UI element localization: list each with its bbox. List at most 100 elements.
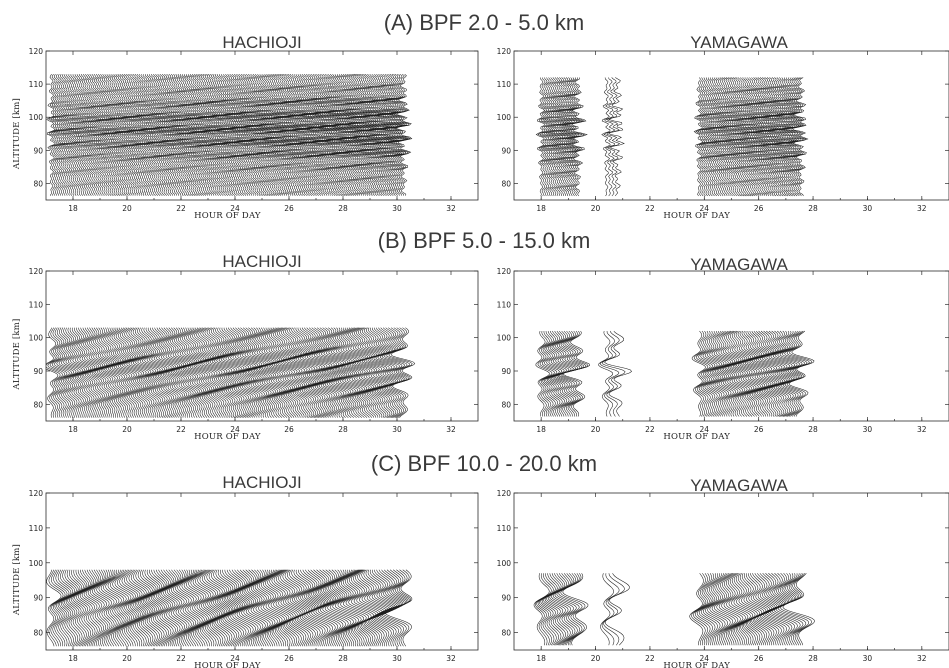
- trace-line-3: [52, 569, 68, 647]
- trace-line-37: [115, 327, 133, 418]
- trace-line-76: [193, 327, 213, 418]
- trace-line-99: [244, 327, 265, 418]
- y-axis-label: ALTITUDE [km]: [12, 544, 22, 616]
- x-axis-label: HOUR OF DAY: [194, 661, 261, 668]
- trace-line-9: [546, 573, 568, 646]
- panels-group: 18 20 22 24 26 28 30 32 80 90 100 110 120 HOUR OF DAY…: [12, 47, 949, 668]
- trace-line-41: [128, 73, 140, 196]
- trace-line-57: [157, 569, 175, 647]
- y-tick-label: 110: [29, 524, 44, 533]
- y-tick-label: 90: [501, 367, 511, 376]
- trace-line-37: [720, 330, 738, 417]
- trace-line-45: [737, 573, 758, 646]
- trace-line-51: [148, 74, 160, 196]
- trace-line-55: [758, 77, 773, 197]
- trace-line-34: [714, 330, 731, 417]
- trace-line-132: [310, 73, 326, 196]
- trace-line-82: [208, 569, 227, 647]
- trace-line-73: [788, 330, 815, 417]
- trace-group: [535, 330, 815, 417]
- trace-line-133: [312, 73, 329, 196]
- trace-line-171: [389, 73, 408, 196]
- trace-line-122: [285, 327, 308, 418]
- trace-line-3: [51, 74, 62, 196]
- trace-line-54: [750, 330, 772, 417]
- trace-line-114: [270, 327, 293, 418]
- trace-line-21: [86, 327, 104, 418]
- trace-line-144: [333, 327, 357, 418]
- trace-line-113: [271, 569, 294, 647]
- x-tick-label: 24: [230, 654, 240, 663]
- trace-line-20: [86, 74, 98, 196]
- trace-line-165: [371, 327, 397, 418]
- trace-line-73: [190, 569, 209, 647]
- trace-line-159: [362, 569, 391, 647]
- trace-line-126: [293, 569, 317, 647]
- trace-line-20: [85, 327, 102, 418]
- trace-line-107: [258, 327, 281, 418]
- trace-line-73: [194, 73, 207, 196]
- trace-line-160: [362, 327, 387, 418]
- trace-line-142: [330, 74, 345, 196]
- trace-line-53: [150, 569, 168, 647]
- x-tick-label: 30: [392, 425, 402, 434]
- trace-line-105: [256, 74, 272, 196]
- trace-line-159: [365, 74, 382, 196]
- trace-line-166: [373, 327, 399, 418]
- trace-line-11: [549, 573, 571, 646]
- panel-c-right: 18 20 22 24 26 28 30 32 80 90 100 110 120 HOUR OF DAY: [497, 489, 949, 668]
- trace-line-122: [292, 74, 307, 196]
- trace-line-13: [72, 327, 88, 418]
- trace-line-13: [561, 77, 577, 197]
- trace-line-48: [743, 77, 758, 197]
- trace-line-71: [778, 573, 810, 646]
- trace-line-8: [62, 74, 72, 196]
- trace-line-31: [708, 77, 720, 197]
- trace-line-29: [100, 569, 117, 647]
- x-tick-label: 28: [808, 654, 818, 663]
- trace-line-121: [283, 327, 306, 418]
- trace-line-41: [729, 77, 742, 197]
- trace-line-126: [299, 73, 315, 196]
- trace-line-95: [232, 569, 253, 647]
- trace-line-76: [197, 569, 215, 647]
- trace-line-45: [135, 569, 153, 647]
- trace-line-161: [363, 327, 389, 418]
- trace-line-116: [279, 73, 295, 196]
- trace-line-117: [282, 73, 297, 196]
- trace-line-127: [295, 569, 318, 647]
- trace-line-168: [377, 327, 403, 418]
- trace-line-6: [58, 74, 68, 196]
- station-title-b-left: HACHIOJI: [222, 252, 301, 271]
- trace-line-54: [153, 327, 172, 418]
- trace-line-43: [731, 330, 750, 417]
- trace-line-161: [370, 74, 388, 196]
- trace-line-36: [117, 569, 134, 647]
- trace-line-1: [537, 330, 553, 417]
- trace-line-134: [314, 73, 331, 196]
- trace-line-75: [197, 73, 211, 196]
- trace-line-82: [205, 327, 225, 418]
- x-tick-label: 20: [122, 204, 132, 213]
- trace-line-14: [563, 77, 578, 197]
- trace-line-67: [779, 77, 797, 197]
- trace-line-142: [329, 327, 353, 418]
- trace-line-7: [543, 573, 564, 646]
- trace-line-97: [239, 327, 261, 418]
- trace-line-29: [100, 327, 118, 418]
- trace-line-125: [291, 327, 313, 418]
- trace-line-4: [543, 330, 560, 417]
- trace-line-16: [78, 74, 89, 196]
- trace-line-58: [757, 330, 780, 417]
- trace-line-22: [604, 330, 632, 417]
- trace-line-150: [346, 73, 364, 196]
- trace-line-88: [222, 74, 236, 196]
- trace-line-30: [706, 330, 723, 417]
- trace-line-18: [82, 74, 94, 196]
- x-tick-label: 18: [68, 425, 78, 434]
- trace-line-158: [358, 327, 383, 418]
- trace-line-29: [705, 77, 716, 197]
- y-tick-label: 100: [497, 113, 512, 122]
- trace-line-152: [350, 73, 368, 196]
- trace-line-103: [252, 327, 273, 418]
